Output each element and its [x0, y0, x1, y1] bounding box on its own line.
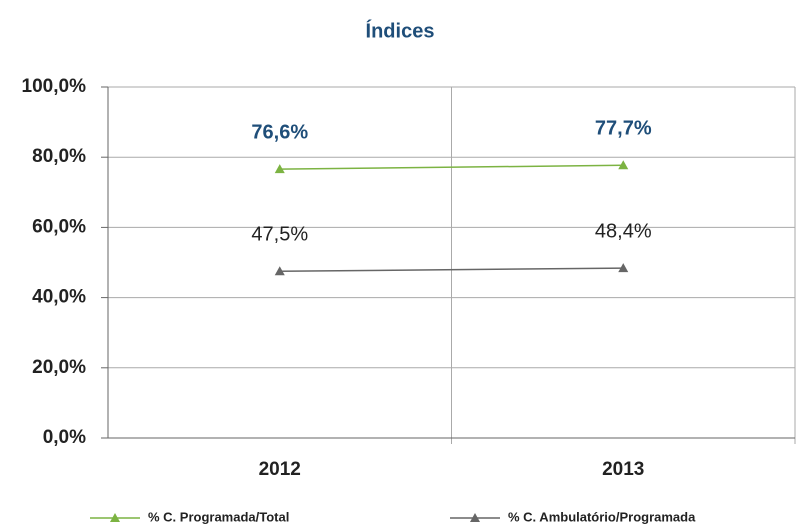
- data-label: 77,7%: [595, 118, 652, 140]
- legend-marker: [110, 513, 120, 522]
- data-label: 76,6%: [251, 121, 308, 143]
- data-label: 48,4%: [595, 220, 652, 242]
- y-tick-label: 40,0%: [32, 287, 86, 308]
- y-tick-label: 20,0%: [32, 357, 86, 378]
- point-marker: [274, 164, 285, 174]
- legend-label: % C. Ambulatório/Programada: [508, 509, 696, 524]
- series-line: [279, 164, 624, 170]
- y-tick-label: 80,0%: [32, 146, 86, 167]
- legend-label: % C. Programada/Total: [148, 509, 289, 524]
- y-tick-label: 100,0%: [22, 76, 87, 97]
- data-label: 47,5%: [251, 224, 308, 246]
- series-line: [279, 267, 624, 273]
- x-tick-label: 2012: [259, 459, 301, 480]
- y-tick-label: 60,0%: [32, 216, 86, 237]
- x-tick-label: 2013: [602, 459, 644, 480]
- point-marker: [274, 266, 285, 276]
- legend-marker: [470, 513, 480, 522]
- point-marker: [618, 160, 629, 170]
- y-tick-label: 0,0%: [43, 427, 86, 448]
- point-marker: [618, 263, 629, 273]
- chart-title: Índices: [366, 19, 435, 42]
